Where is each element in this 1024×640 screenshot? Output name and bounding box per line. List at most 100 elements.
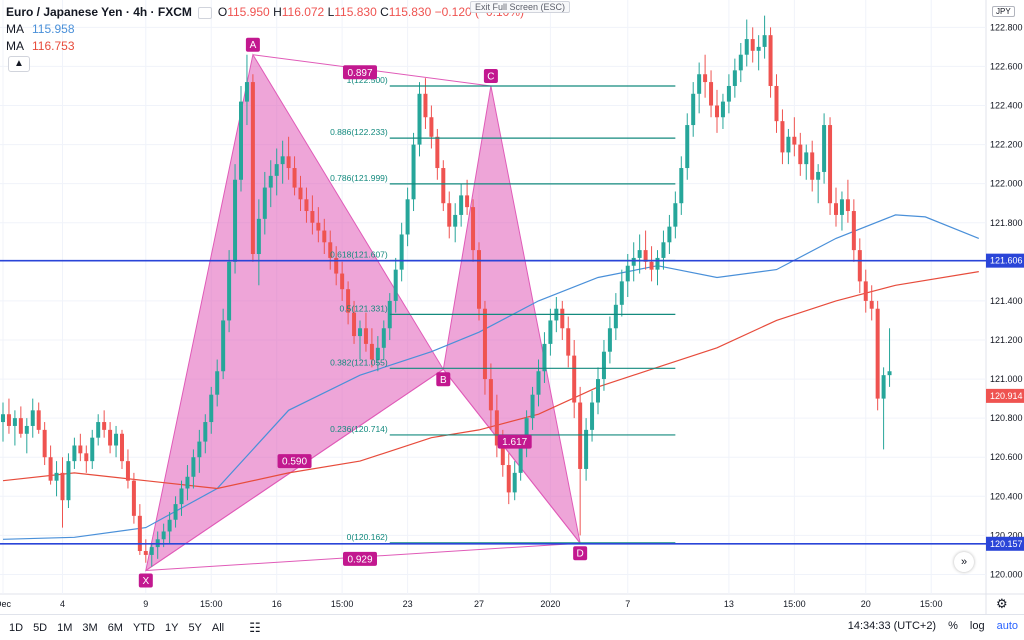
candle-body: [613, 304, 618, 329]
candle-body: [114, 433, 119, 446]
range-button-5y[interactable]: 5Y: [188, 621, 202, 634]
calendar-icon[interactable]: ☷: [249, 619, 261, 635]
candle-body: [18, 418, 23, 434]
pattern-point-label: A: [250, 40, 257, 51]
x-tick-label: 16: [272, 599, 282, 609]
candle-body: [239, 101, 243, 180]
candle-body: [167, 519, 172, 532]
candle-body: [12, 418, 17, 426]
candle-body: [786, 136, 791, 153]
clock-label[interactable]: 14:34:33 (UTC+2): [847, 620, 937, 632]
candle-body: [78, 445, 83, 454]
candle-body: [381, 328, 386, 348]
candle-body: [691, 93, 696, 126]
candle-body: [131, 480, 136, 516]
candle-body: [512, 472, 517, 493]
candle-body: [268, 175, 273, 188]
candle-body: [715, 105, 719, 118]
candle-body: [215, 371, 220, 395]
candle-body: [340, 273, 345, 290]
candle-body: [90, 437, 95, 462]
scroll-to-realtime-icon[interactable]: »: [954, 552, 974, 572]
fib-level-label: 0.786(121.999): [330, 173, 388, 183]
range-button-1m[interactable]: 1M: [57, 621, 73, 634]
candle-body: [137, 515, 142, 552]
candle-body: [161, 531, 166, 540]
fib-level-label: 0.5(121.331): [340, 303, 388, 313]
ratio-label-box: [343, 551, 377, 566]
horizontal-line-price: 121.606: [990, 256, 1023, 266]
eye-icon[interactable]: [197, 6, 212, 19]
candle-body: [881, 375, 886, 399]
candle-body: [453, 214, 458, 227]
candle-body: [143, 551, 148, 555]
ratio-label: 0.929: [347, 554, 372, 565]
range-button-3m[interactable]: 3M: [82, 621, 98, 634]
chevron-up-icon[interactable]: ▲: [8, 56, 30, 72]
candle-body: [661, 242, 666, 258]
chart-legend: Euro / Japanese Yen · 4h · FXCM O115.950…: [6, 4, 524, 55]
candle-body: [298, 187, 303, 200]
fib-level-label: 0.382(121.055): [330, 357, 388, 367]
range-button-6m[interactable]: 6M: [107, 621, 123, 634]
log-toggle[interactable]: log: [969, 620, 985, 632]
range-button-5d[interactable]: 5D: [33, 621, 48, 634]
candle-body: [524, 418, 529, 446]
y-tick-label: 122.400: [990, 101, 1023, 111]
range-button-all[interactable]: All: [211, 621, 225, 634]
candle-body: [405, 199, 410, 235]
y-tick-label: 122.800: [990, 22, 1023, 32]
auto-toggle[interactable]: auto: [996, 620, 1018, 632]
candle-body: [256, 218, 261, 255]
candle-body: [756, 46, 761, 51]
candle-body: [125, 461, 130, 481]
pattern-point-box: [436, 372, 451, 387]
candle-body: [655, 257, 660, 270]
fib-level-label: 0.886(122.233): [330, 127, 388, 137]
legend-controls[interactable]: [197, 6, 212, 19]
exit-fullscreen-button[interactable]: Exit Full Screen (ESC): [470, 1, 571, 13]
candle-body: [274, 164, 279, 176]
fib-level-label: 0(120.162): [347, 532, 388, 542]
y-tick-label: 120.600: [990, 452, 1023, 462]
candle-body: [179, 488, 184, 505]
candle-body: [845, 199, 850, 212]
ratio-label-box: [343, 65, 377, 80]
candle-body: [233, 179, 238, 262]
candle-body: [869, 300, 874, 309]
x-tick-label: 15:00: [783, 599, 806, 609]
candle-body: [102, 422, 107, 430]
ratio-label: 0.897: [347, 68, 372, 79]
candle-body: [816, 171, 821, 180]
candle-body: [679, 168, 684, 204]
x-tick-label: 7: [625, 599, 630, 609]
y-tick-label: 120.200: [990, 530, 1023, 540]
candle-body: [590, 402, 595, 430]
ma-slow-legend[interactable]: MA 116.753: [6, 39, 75, 53]
percent-toggle[interactable]: %: [948, 620, 958, 632]
ma-fast-legend[interactable]: MA 115.958: [6, 22, 75, 36]
candle-body: [185, 476, 190, 489]
candle-body: [875, 308, 880, 399]
y-tick-label: 122.200: [990, 140, 1023, 150]
candle-body: [709, 82, 714, 106]
candle-body: [334, 257, 339, 274]
gear-icon[interactable]: ⚙: [996, 596, 1008, 611]
candle-body: [738, 54, 743, 71]
candle-body: [542, 343, 547, 372]
y-tick-label: 122.000: [990, 179, 1023, 189]
chart-canvas[interactable]: 122.800 122.600 122.400 122.200 122.000 121.8…: [0, 0, 1024, 614]
range-button-1y[interactable]: 1Y: [164, 621, 179, 634]
candle-body: [578, 402, 583, 469]
range-button-1d[interactable]: 1D: [9, 621, 24, 634]
fib-level-label: 1(122.500): [347, 75, 388, 85]
y-tick-label: 120.400: [990, 491, 1023, 501]
candle-body: [488, 379, 493, 411]
candle-body: [768, 35, 773, 86]
range-button-ytd[interactable]: YTD: [132, 621, 155, 634]
candle-body: [703, 74, 708, 83]
candle-body: [566, 328, 571, 356]
candle-body: [203, 422, 208, 442]
candle-body: [804, 152, 809, 165]
symbol-title[interactable]: Euro / Japanese Yen · 4h · FXCM: [6, 5, 192, 19]
